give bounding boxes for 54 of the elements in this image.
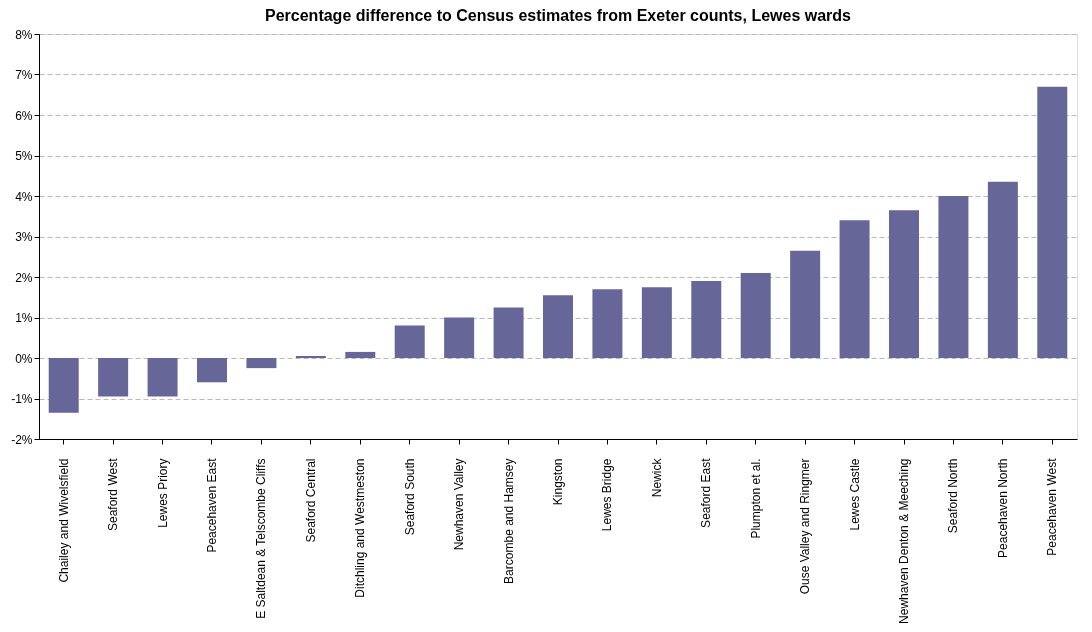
bar <box>740 272 771 358</box>
y-tick-label: -1% <box>11 392 33 406</box>
x-tick-label: Peacehaven West <box>1045 457 1060 556</box>
x-tick-label: Lewes Priory <box>155 458 170 528</box>
bar <box>790 250 821 358</box>
bar <box>1037 86 1068 358</box>
x-tick-label: Ouse Valley and Ringmer <box>798 458 813 595</box>
y-tick-label: -2% <box>11 432 33 447</box>
bar <box>394 325 425 358</box>
y-tick-label: 4% <box>15 189 33 204</box>
x-tick-label: Newick <box>649 457 664 498</box>
y-tick-label: 1% <box>15 311 33 325</box>
x-tick-label: Lewes Bridge <box>600 458 615 532</box>
x-tick-label: Newhaven Valley <box>452 458 467 551</box>
x-tick-label: Seaford West <box>106 457 121 531</box>
x-tick-label: Plumpton et al. <box>748 458 763 539</box>
chart-title: Percentage difference to Census estimates from Exeter counts, Lewes wards <box>265 7 852 24</box>
x-tick-label: Seaford Central <box>303 458 318 543</box>
x-tick-label: Barcombe and Hamsey <box>501 458 516 584</box>
x-tick-label: Seaford North <box>946 458 961 534</box>
y-tick-label: 0% <box>15 351 33 366</box>
bar <box>147 358 178 397</box>
x-tick-label: Newhaven Denton & Meeching <box>897 458 911 624</box>
bar <box>345 351 376 358</box>
bar <box>493 307 524 358</box>
bar <box>839 220 870 358</box>
bar <box>98 358 129 397</box>
bar <box>543 295 573 358</box>
y-tick-label: 7% <box>15 68 33 82</box>
y-tick-label: 3% <box>15 230 33 244</box>
x-tick-label: Kingston <box>551 458 565 506</box>
bar <box>641 287 672 358</box>
bar <box>987 181 1018 358</box>
x-tick-label: Peacehaven East <box>205 457 219 553</box>
y-tick-label: 5% <box>15 149 33 163</box>
bar <box>444 317 475 358</box>
x-tick-label: Lewes Castle <box>847 458 862 531</box>
bar <box>48 358 79 413</box>
y-tick-label: 2% <box>15 270 33 285</box>
y-tick-label: 6% <box>15 108 33 123</box>
bar <box>938 196 969 358</box>
x-tick-label: Seaford South <box>402 458 417 536</box>
x-tick-label: Seaford East <box>699 457 714 528</box>
x-tick-label: Ditchling and Westmeston <box>353 458 368 598</box>
bar <box>197 358 227 383</box>
bar <box>295 355 326 358</box>
bar <box>691 281 722 358</box>
y-tick-label: 8% <box>15 27 33 42</box>
bar <box>889 210 919 358</box>
x-tick-label: E Saltdean & Telscombe Cliffs <box>254 458 269 619</box>
bar <box>592 289 623 358</box>
bar <box>246 358 277 369</box>
x-tick-label: Peacehaven North <box>995 458 1010 558</box>
x-tick-label: Chailey and Wivelsfield <box>56 458 71 583</box>
